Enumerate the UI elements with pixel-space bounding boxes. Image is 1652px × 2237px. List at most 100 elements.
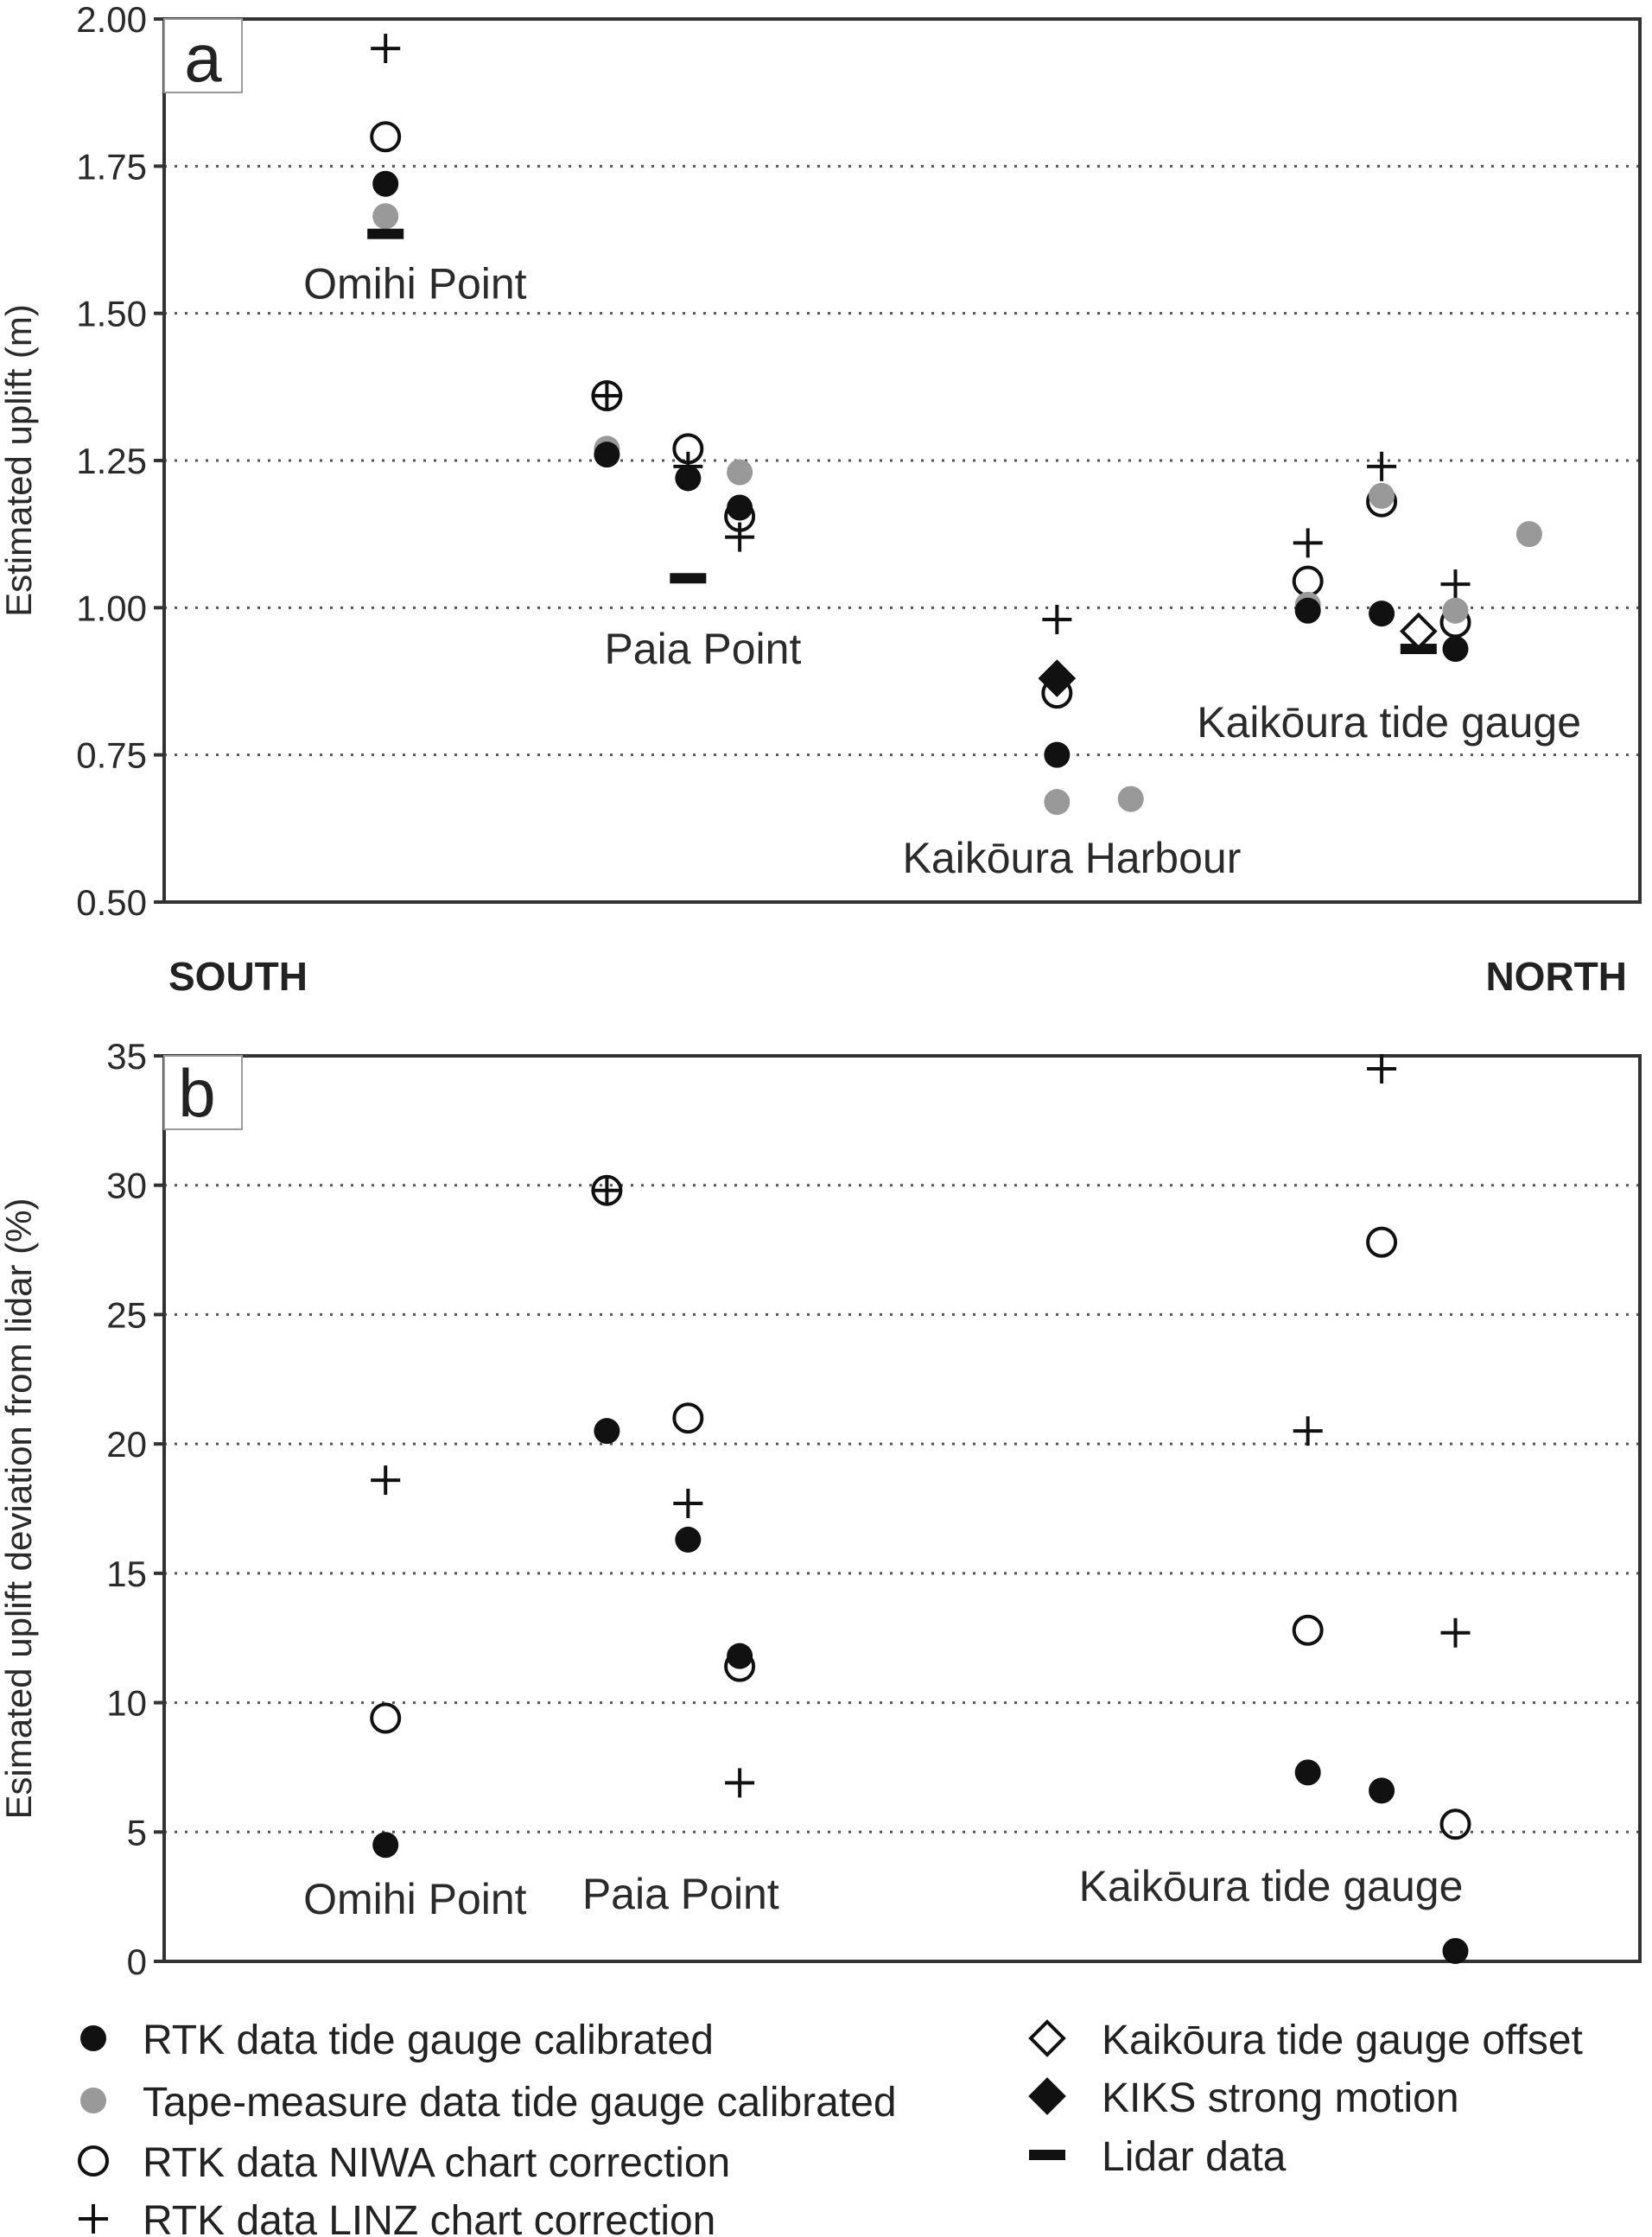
data-point: [1044, 741, 1071, 768]
panel-b-y-axis: 0 5 10 15 20 25 30 35: [106, 1036, 164, 1982]
legend-label: Tape-measure data tide gauge calibrated: [143, 2080, 897, 2126]
data-point: [1442, 636, 1469, 663]
legend-marker: [79, 2204, 108, 2234]
legend-item-kiks: KIKS strong motion: [1028, 2075, 1459, 2121]
legend-marker: [80, 2088, 106, 2113]
y-tick-label: 20: [106, 1424, 147, 1465]
panel-a-gridlines: [164, 164, 1640, 757]
legend-item-rtk-linz: RTK data LINZ chart correction: [79, 2198, 715, 2237]
data-point: [1369, 601, 1395, 627]
data-point: [675, 465, 702, 492]
y-tick-label: 35: [106, 1036, 147, 1077]
series-rtk-linz: [371, 1053, 1471, 1798]
legend-item-rtk-tg: RTK data tide gauge calibrated: [80, 2018, 714, 2063]
data-point: [592, 381, 622, 411]
legend-item-rtk-niwa: RTK data NIWA chart correction: [78, 2140, 730, 2186]
data-point: [1044, 789, 1071, 816]
y-tick-label: 5: [127, 1812, 147, 1853]
y-tick-label: 10: [106, 1683, 147, 1724]
data-point: [1442, 1938, 1469, 1965]
y-tick-label: 2.00: [76, 0, 147, 40]
data-point: [1293, 528, 1323, 558]
panel-a-y-axis-label: Estimated uplift (m): [0, 304, 39, 617]
series-rtk-niwa: [370, 1174, 1471, 1840]
series-rtk-tg: [372, 1418, 1469, 1965]
y-tick-label: 1.25: [76, 441, 147, 481]
series-rtk-linz: [371, 34, 1471, 634]
series-kiks: [1038, 659, 1077, 697]
panel-a-y-axis: 0.50 0.75 1.00 1.25 1.50 1.75 2.00: [76, 0, 164, 923]
legend-marker: [80, 2025, 106, 2051]
legend-item-tape-tg: Tape-measure data tide gauge calibrated: [80, 2080, 897, 2126]
legend-marker: [78, 2145, 109, 2177]
panel-b-chart: 0 5 10 15 20 25 30 35 b Esimated uplift deviati…: [0, 1036, 1642, 1982]
data-point: [1117, 785, 1144, 812]
legend-label: RTK data LINZ chart correction: [143, 2198, 715, 2237]
data-point: [1440, 1617, 1471, 1648]
data-point: [1439, 1808, 1471, 1840]
legend-label: KIKS strong motion: [1102, 2075, 1459, 2121]
data-point: [592, 1175, 622, 1205]
site-label: Omihi Point: [303, 260, 527, 308]
data-point: [727, 494, 753, 521]
north-label: NORTH: [1485, 954, 1627, 999]
y-tick-label: 0.75: [76, 735, 147, 776]
panel-b-site-labels: Omihi Point Paia Point Kaikōura tide gauge: [303, 1862, 1463, 1923]
y-tick-label: 1.50: [76, 294, 147, 334]
legend-marker: [1029, 2150, 1065, 2160]
series-rtk-tg: [372, 170, 1469, 768]
data-point: [1369, 1777, 1395, 1804]
data-point: [672, 433, 704, 465]
legend-item-tg-offset: Kaikōura tide gauge offset: [1028, 2018, 1583, 2063]
legend-item-lidar: Lidar data: [1029, 2134, 1287, 2180]
site-label: Paia Point: [582, 1870, 779, 1918]
panel-b-y-axis-label: Esimated uplift deviation from lidar (%): [0, 1198, 39, 1820]
legend-label: RTK data NIWA chart correction: [143, 2140, 730, 2186]
site-label: Omihi Point: [303, 1875, 527, 1923]
panel-a-site-labels: Omihi Point Paia Point Kaikōura Harbour Kai…: [303, 260, 1581, 882]
data-point: [372, 170, 399, 197]
south-label: SOUTH: [168, 954, 308, 999]
data-point: [1292, 1614, 1324, 1646]
data-point: [372, 1832, 399, 1859]
site-label: Paia Point: [604, 625, 801, 673]
data-point: [675, 1526, 702, 1553]
panel-a-data-points: [367, 34, 1542, 816]
site-label: Kaikōura tide gauge: [1079, 1862, 1464, 1910]
data-point: [1038, 659, 1077, 697]
data-point: [1515, 521, 1542, 548]
data-point: [591, 380, 623, 412]
data-point: [1399, 612, 1438, 651]
y-tick-label: 1.75: [76, 146, 147, 187]
legend: RTK data tide gauge calibrated Tape-measu…: [78, 2018, 1583, 2237]
data-point: [727, 1643, 753, 1669]
data-point: [1042, 604, 1072, 634]
data-point: [370, 121, 402, 153]
panel-a-chart: 0.50 0.75 1.00 1.25 1.50 1.75 2.00 a Estimated…: [0, 0, 1642, 923]
data-point: [1366, 1226, 1398, 1258]
data-point: [725, 522, 755, 552]
data-point: [1294, 1759, 1321, 1786]
data-point: [1294, 597, 1321, 624]
y-tick-label: 15: [106, 1554, 147, 1594]
legend-label: Kaikōura tide gauge offset: [1102, 2018, 1583, 2063]
data-point: [725, 1768, 755, 1798]
panel-b-gridlines: [164, 1184, 1640, 1833]
data-point: [672, 1402, 704, 1434]
panel-b-frame: [162, 1054, 1642, 1963]
site-label: Kaikōura Harbour: [902, 834, 1241, 882]
panel-a-letter: a: [184, 20, 222, 96]
legend-marker: [1028, 2077, 1066, 2115]
panel-b-letter-box: [163, 1055, 243, 1130]
panel-a-letter-box: [163, 18, 243, 93]
legend-label: RTK data tide gauge calibrated: [143, 2018, 714, 2063]
panel-b-letter: b: [178, 1055, 215, 1131]
data-point: [1369, 482, 1395, 509]
y-tick-label: 0.50: [76, 882, 147, 923]
y-tick-label: 0: [127, 1941, 147, 1982]
series-lidar: [367, 228, 1437, 655]
y-tick-label: 30: [106, 1166, 147, 1206]
data-point: [370, 1702, 402, 1734]
data-point: [594, 1418, 620, 1445]
